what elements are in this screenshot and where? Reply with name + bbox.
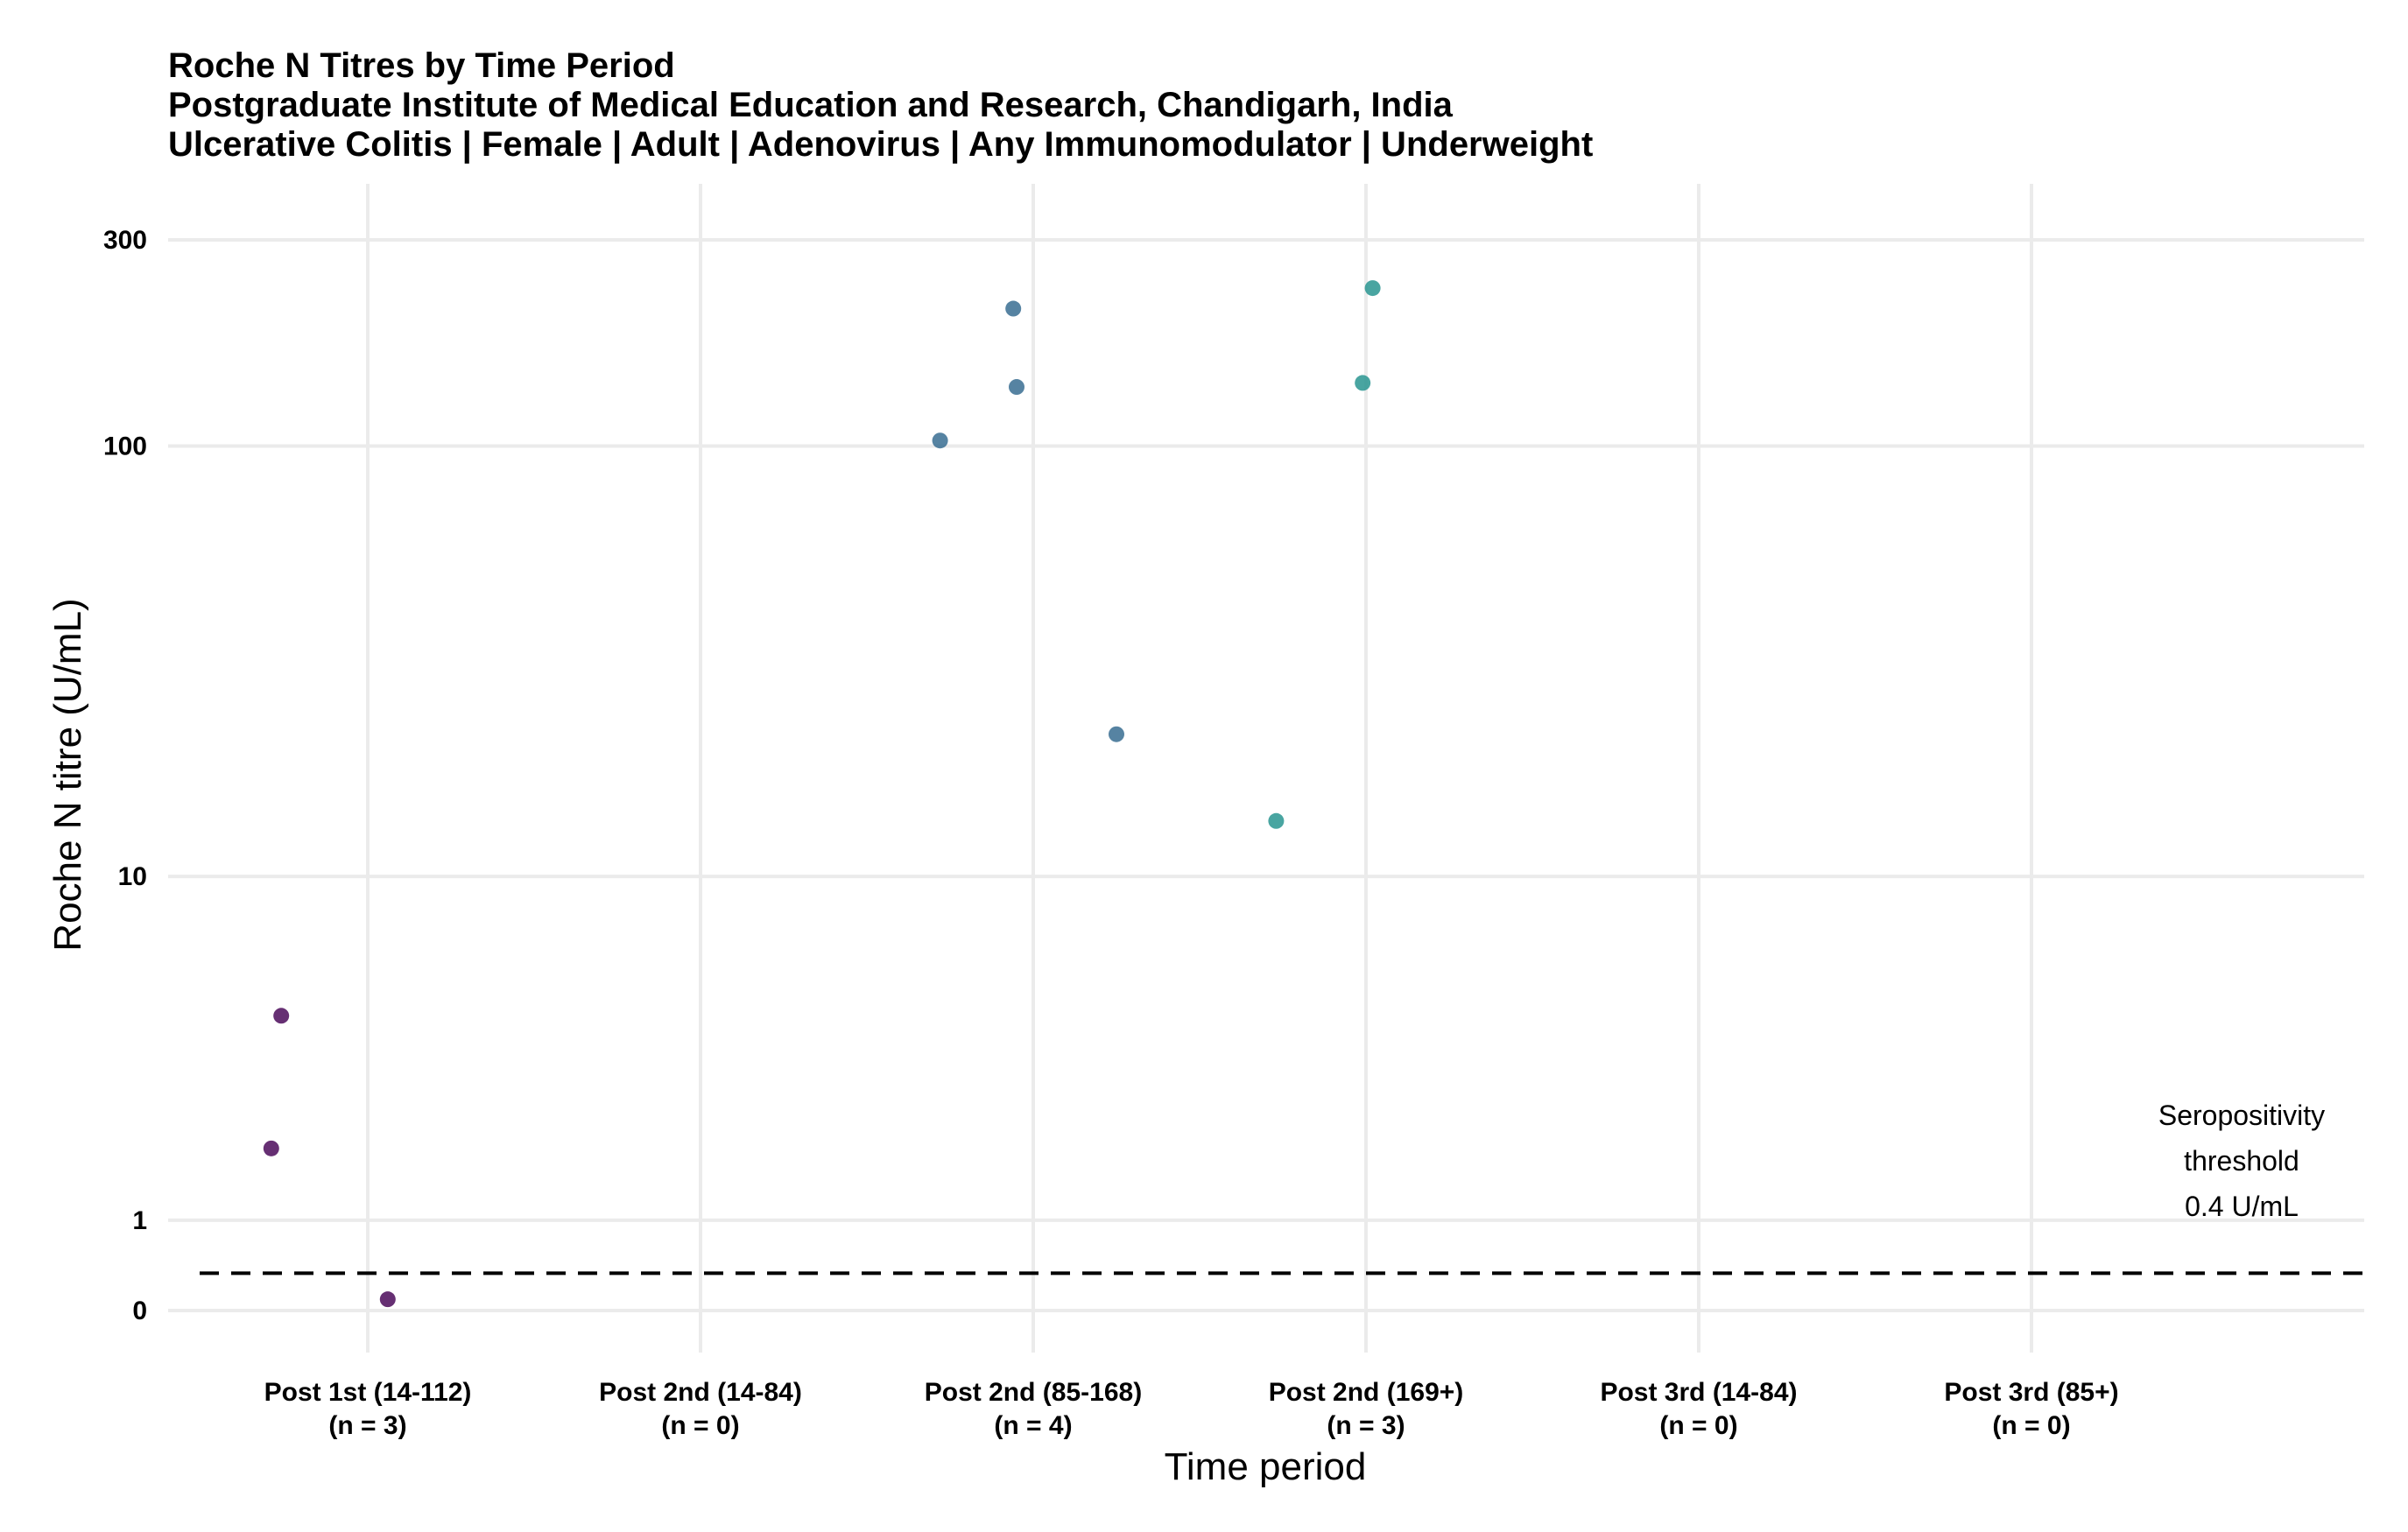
data-point (1005, 300, 1022, 317)
x-tick-n-label: (n = 3) (328, 1411, 406, 1440)
x-tick-n-label: (n = 0) (1659, 1411, 1737, 1440)
threshold-label-line: 0.4 U/mL (2185, 1191, 2299, 1222)
x-tick-n-label: (n = 0) (661, 1411, 739, 1440)
data-point (1355, 375, 1371, 391)
data-point (1364, 280, 1381, 297)
data-point (379, 1291, 396, 1308)
x-tick-label: Post 2nd (14-84) (599, 1378, 802, 1407)
chart-subtitle-line-2: Ulcerative Colitis | Female | Adult | Ad… (168, 125, 1593, 164)
data-point (1009, 379, 1024, 396)
data-point (263, 1140, 279, 1156)
data-point (273, 1008, 290, 1024)
grid-layer (168, 184, 2364, 1353)
x-tick-labels: Post 1st (14-112) (n = 3) Post 2nd (14-84)… (264, 1378, 2119, 1440)
chart-title: Roche N Titres by Time Period (168, 46, 675, 85)
data-point (1268, 812, 1285, 829)
points-layer (263, 280, 1381, 1308)
x-tick-n-label: (n = 4) (994, 1411, 1072, 1440)
y-axis-title: Roche N titre (U/mL) (46, 598, 89, 951)
x-tick-label: Post 2nd (85-168) (925, 1378, 1142, 1407)
y-tick-label: 10 (118, 862, 147, 891)
y-tick-labels: 0 1 10 100 300 (103, 226, 147, 1325)
x-tick-label: Post 3rd (85+) (1944, 1378, 2118, 1407)
y-tick-label: 0 (132, 1297, 147, 1325)
threshold-label-line: threshold (2184, 1145, 2299, 1177)
threshold-label: Seropositivity threshold 0.4 U/mL (2158, 1100, 2325, 1222)
x-tick-label: Post 3rd (14-84) (1600, 1378, 1797, 1407)
chart-subtitle-line-1: Postgraduate Institute of Medical Educat… (168, 86, 1454, 124)
x-tick-n-label: (n = 3) (1327, 1411, 1405, 1440)
y-tick-label: 300 (103, 226, 147, 255)
threshold-label-line: Seropositivity (2158, 1100, 2325, 1131)
x-axis-title: Time period (1165, 1445, 1367, 1488)
x-tick-label: Post 1st (14-112) (264, 1378, 472, 1407)
x-tick-label: Post 2nd (169+) (1269, 1378, 1464, 1407)
data-point (1109, 726, 1124, 742)
y-tick-label: 1 (132, 1206, 147, 1235)
y-tick-label: 100 (103, 432, 147, 461)
x-tick-n-label: (n = 0) (1992, 1411, 2070, 1440)
data-point (932, 432, 948, 449)
